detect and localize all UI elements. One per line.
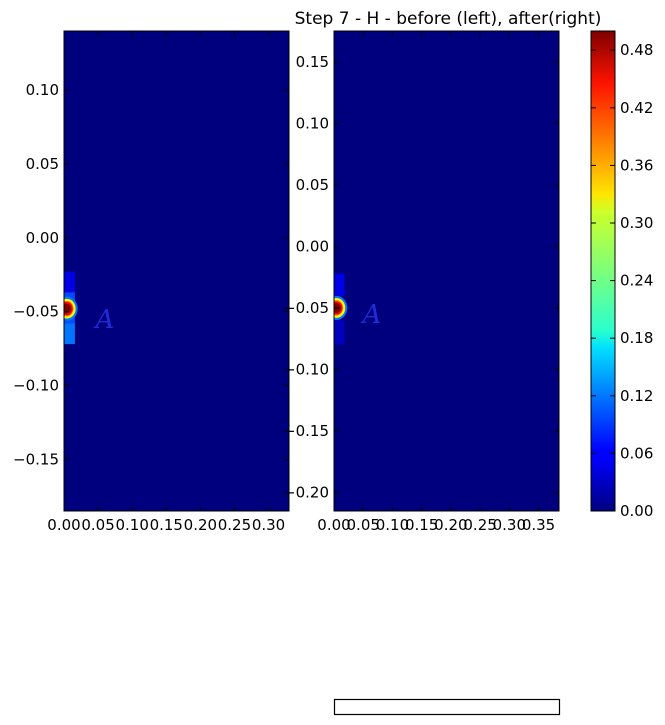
y-tick-label: 0.05 xyxy=(26,155,59,173)
colorbar: 0.00 0.06 0.12 0.18 0.24 0.30 0.36 0.42 0.48 xyxy=(590,30,653,520)
y-tick-label: 0.10 xyxy=(26,81,59,99)
x-tick-label: 0.30 xyxy=(252,516,285,534)
y-tick-label: 0.05 xyxy=(296,176,329,194)
colorbar-tick-label: 0.00 xyxy=(620,502,653,520)
y-tick-label: −0.20 xyxy=(283,484,329,502)
colorbar-frame xyxy=(590,30,616,512)
heatmap-panel-before: A0.00 0.05 0.10 0.15 0.20 0.25 0.300.100.050.0… xyxy=(13,30,290,534)
y-tick-label: −0.15 xyxy=(13,450,59,468)
heatmap-contour xyxy=(64,299,75,318)
colorbar-tick-label: 0.48 xyxy=(620,41,653,59)
heatmap-panel-after: A0.000.050.100.150.200.250.300.350.150.1… xyxy=(283,30,560,534)
y-tick-label: −0.10 xyxy=(283,360,329,378)
colorbar-tick-label: 0.06 xyxy=(620,444,653,462)
x-tick-label: 0.00 xyxy=(317,516,350,534)
chart-title: Step 7 - H - before (left), after(right) xyxy=(295,9,602,29)
x-tick-label: 0.00 xyxy=(47,516,80,534)
panels: A0.00 0.05 0.10 0.15 0.20 0.25 0.300.100.050.0… xyxy=(13,30,560,534)
y-tick-label: −0.10 xyxy=(13,376,59,394)
y-tick-label: −0.15 xyxy=(283,422,329,440)
colorbar-gradient xyxy=(591,31,615,511)
x-tick-label: 0.20 xyxy=(434,516,467,534)
heatmap-cell xyxy=(64,323,75,345)
colorbar-tick-label: 0.18 xyxy=(620,329,653,347)
y-tick-label: 0.10 xyxy=(296,114,329,132)
x-tick-label: 0.10 xyxy=(376,516,409,534)
heatmap-background xyxy=(334,31,559,511)
axes-frame xyxy=(63,30,290,512)
annotation-label: A xyxy=(94,305,115,335)
x-tick-label: 0.05 xyxy=(347,516,380,534)
x-tick-label: 0.05 xyxy=(81,516,114,534)
axes-frame xyxy=(333,30,560,512)
heatmap-cell xyxy=(334,273,345,296)
heatmap-background xyxy=(64,31,289,511)
x-tick-label: 0.20 xyxy=(184,516,217,534)
colorbar-tick-label: 0.42 xyxy=(620,99,653,117)
x-tick-label: 0.15 xyxy=(405,516,438,534)
heatmap-cell xyxy=(334,320,345,345)
x-tick-label: 0.30 xyxy=(493,516,526,534)
y-tick-label: 0.15 xyxy=(296,53,329,71)
colorbar-tick-label: 0.36 xyxy=(620,156,653,174)
heatmap-cell xyxy=(64,271,75,293)
heatmap-contour xyxy=(334,298,345,318)
y-tick-label: 0.00 xyxy=(26,229,59,247)
empty-slider-box xyxy=(333,698,561,716)
x-tick-label: 0.25 xyxy=(218,516,251,534)
colorbar-tick-label: 0.24 xyxy=(620,272,653,290)
colorbar-tick-label: 0.12 xyxy=(620,387,653,405)
x-tick-label: 0.15 xyxy=(150,516,183,534)
x-tick-label: 0.25 xyxy=(463,516,496,534)
colorbar-tick-label: 0.30 xyxy=(620,214,653,232)
y-tick-label: 0.00 xyxy=(296,237,329,255)
annotation-label: A xyxy=(361,300,382,330)
y-tick-label: −0.05 xyxy=(283,299,329,317)
x-tick-label: 0.35 xyxy=(522,516,555,534)
y-tick-label: −0.05 xyxy=(13,303,59,321)
x-tick-label: 0.10 xyxy=(115,516,148,534)
